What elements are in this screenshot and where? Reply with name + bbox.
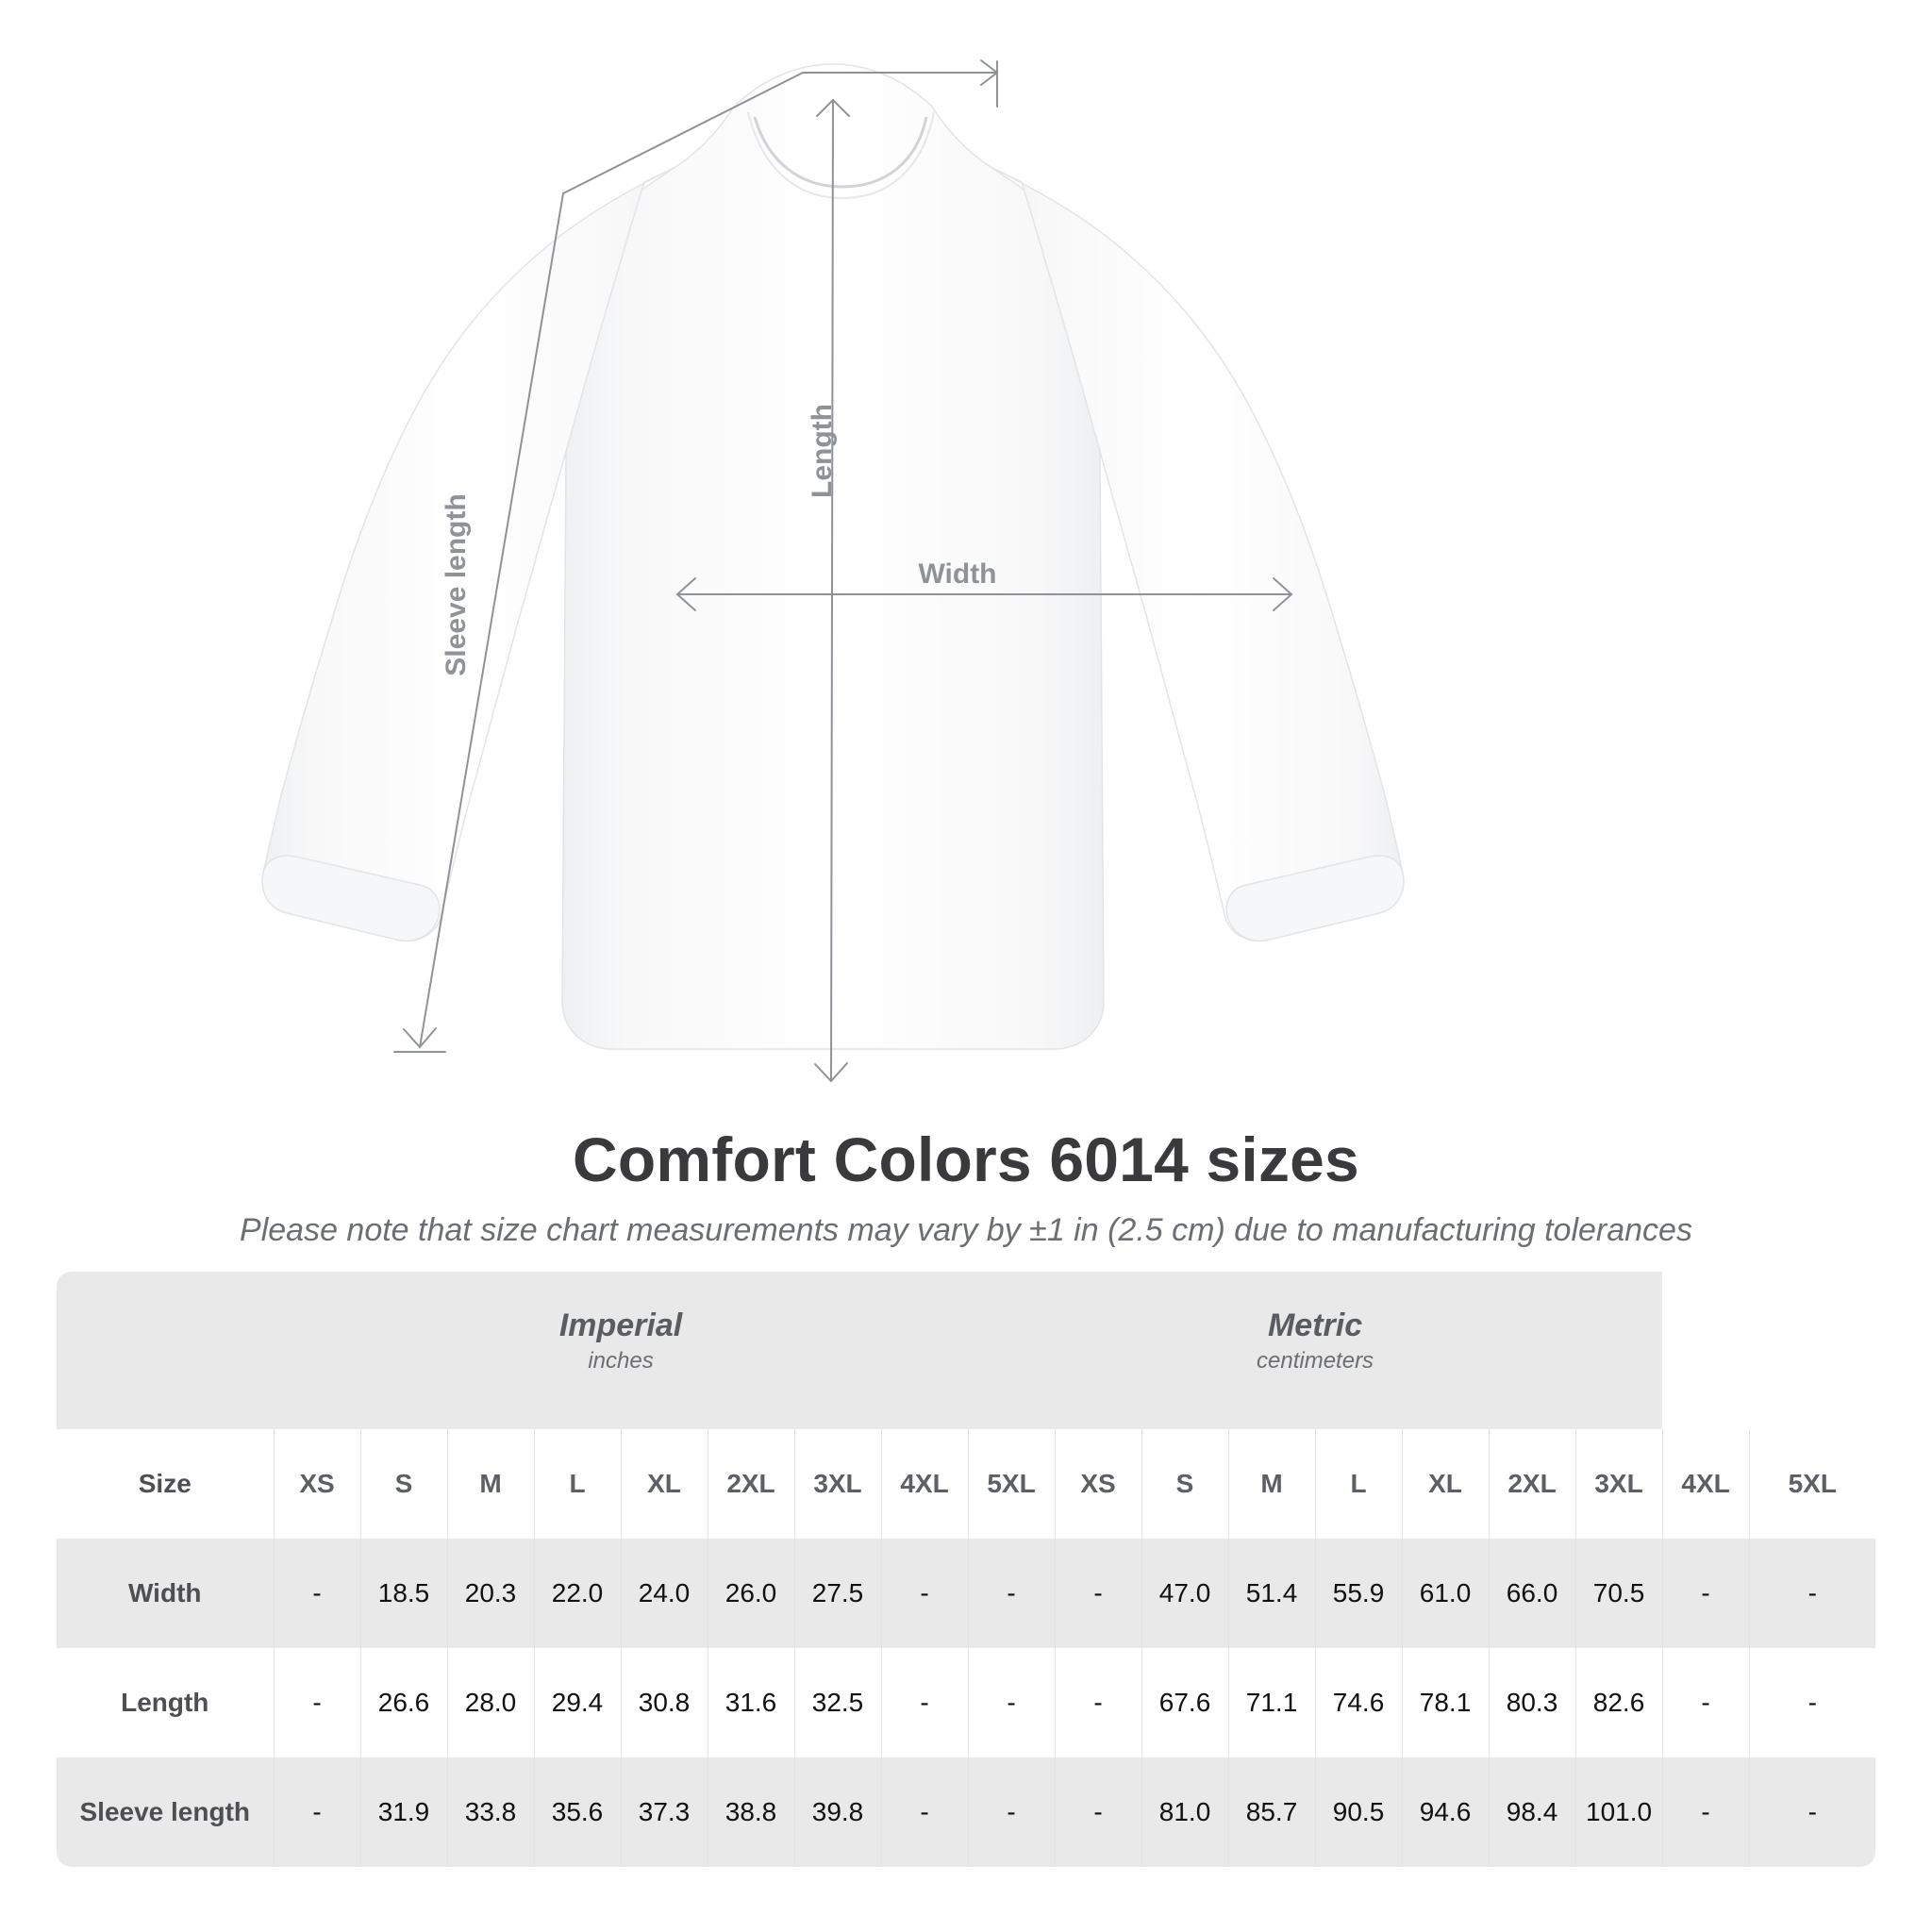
svg-text:Length: Length [807,404,838,498]
svg-text:Sleeve length: Sleeve length [441,493,472,675]
svg-text:Width: Width [918,558,996,590]
